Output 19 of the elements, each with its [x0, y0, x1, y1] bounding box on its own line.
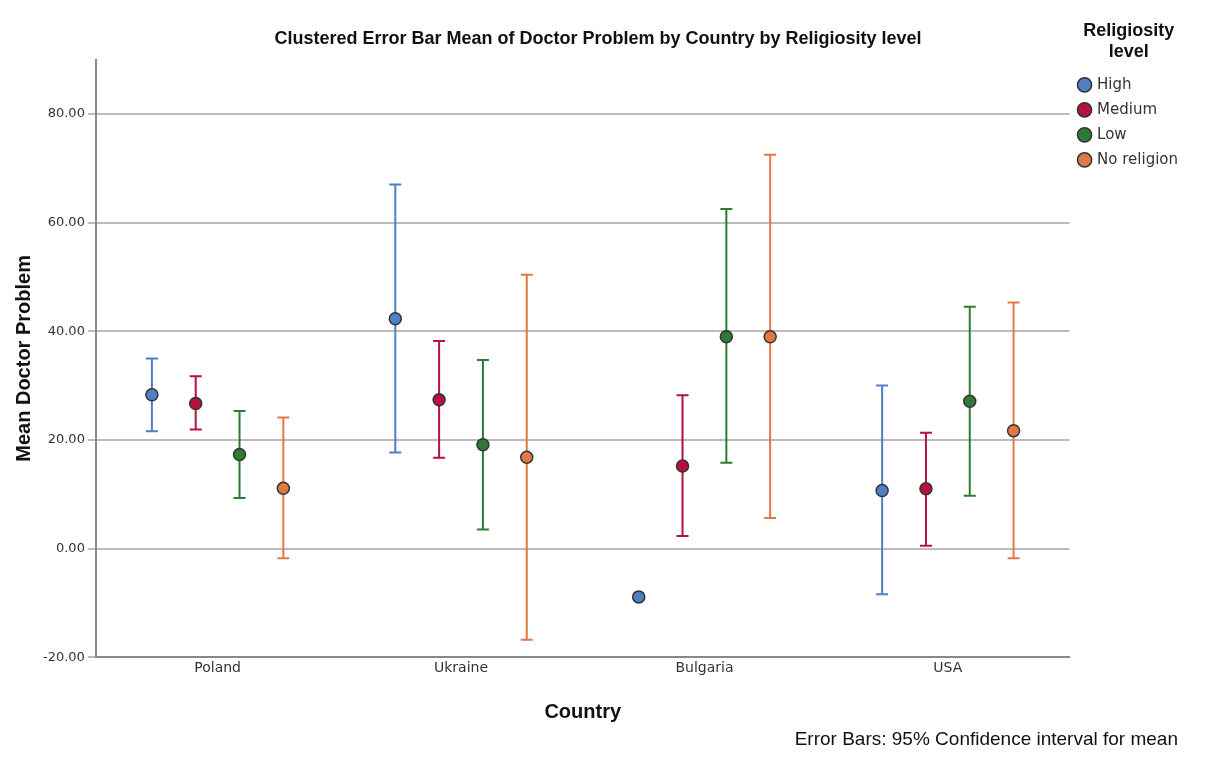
legend-label: Low — [1097, 124, 1127, 143]
legend-label: High — [1097, 74, 1132, 93]
y-tick-label: -20.00 — [42, 648, 85, 664]
y-axis-title: Mean Doctor Problem — [11, 255, 34, 462]
legend-label: Medium — [1097, 99, 1158, 118]
x-tick-label: Poland — [194, 659, 241, 676]
x-axis-title: Country — [544, 699, 622, 722]
legend-title: Religiosity level — [1083, 19, 1175, 61]
y-tick-label: 20.00 — [47, 431, 85, 447]
legend-label: No religion — [1097, 149, 1179, 168]
y-tick-label: 60.00 — [47, 213, 85, 229]
text: Error Bars: 95% Confidence interval for mean — [793, 728, 1179, 750]
x-tick-label: USA — [933, 659, 963, 676]
x-tick-label: Ukraine — [433, 659, 489, 676]
x-tick-label: Bulgaria — [675, 659, 734, 676]
chart-title: Clustered Error Bar Mean of Doctor Problem by Country by Religiosity level — [274, 27, 922, 48]
y-tick-label: 40.00 — [47, 322, 85, 338]
y-tick-label: 80.00 — [47, 105, 85, 121]
y-tick-label: 0.00 — [55, 539, 85, 555]
